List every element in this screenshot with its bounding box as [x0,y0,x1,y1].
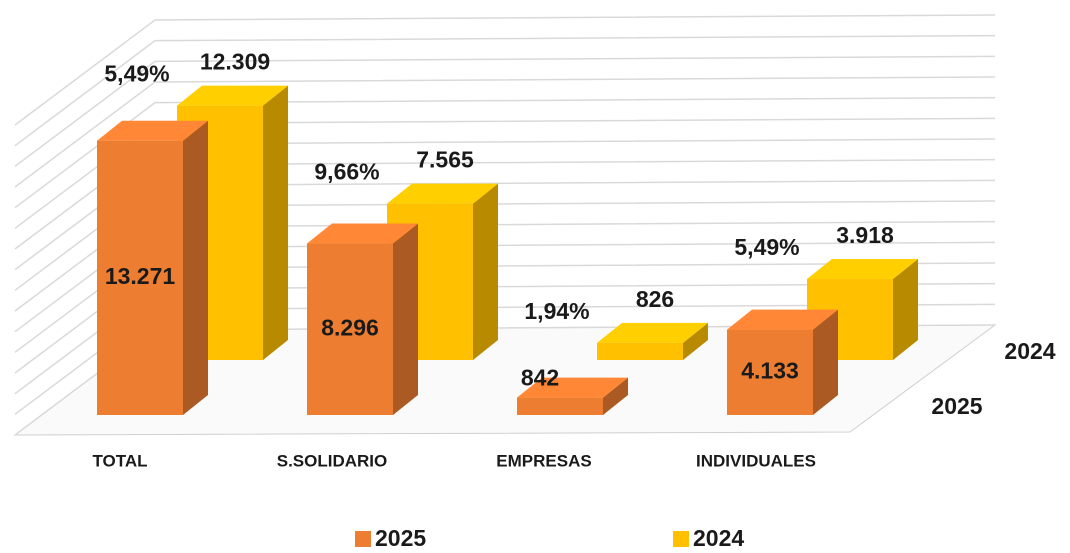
x-tick-label: TOTAL [92,451,147,470]
bar-top [517,377,628,398]
value-label: 13.271 [105,263,176,289]
value-label: 842 [521,365,559,391]
legend-swatch [355,531,371,547]
growth-label: 5,49% [104,61,169,87]
bar-side [263,85,288,360]
bar-side [893,259,918,360]
depth-label: 2024 [1004,338,1055,364]
bar-side [183,120,208,415]
bar-front [97,140,183,415]
bar-top [307,223,418,244]
bar-top [597,322,708,343]
bar-top [177,85,288,106]
growth-label: 9,66% [314,159,379,185]
legend-label: 2024 [693,525,744,551]
x-tick-label: EMPRESAS [496,451,591,470]
x-tick-label: INDIVIDUALES [696,451,816,470]
bar-front [517,397,603,415]
value-label: 826 [636,286,674,312]
bar [307,223,418,415]
value-label: 12.309 [200,49,270,75]
bar-front [307,243,393,415]
value-label: 8.296 [321,314,379,340]
grid-line [14,96,996,209]
bar [597,322,708,360]
bar-side [603,377,628,415]
grid-line [14,34,996,147]
bar-top [97,120,208,141]
bar [517,377,628,415]
bar-front [597,342,683,360]
depth-label: 2025 [931,393,982,419]
growth-label: 1,94% [524,298,589,324]
legend-label: 2025 [375,525,426,551]
value-label: 4.133 [741,357,799,383]
grid-line [14,14,996,126]
bar-top [727,309,838,330]
bar-side [473,183,498,360]
grid-line [14,76,996,188]
bar-side [813,309,838,415]
bar-top [387,183,498,204]
bar [97,120,208,415]
bar [727,309,838,415]
value-label: 7.565 [416,147,474,173]
bar-top [807,259,918,280]
bar-side [683,322,708,360]
bar-front [727,329,813,415]
growth-label: 5,49% [734,234,799,260]
grid-line [14,55,996,167]
x-tick-label: S.SOLIDARIO [277,451,388,470]
bar-side [393,223,418,415]
legend-swatch [673,531,689,547]
value-label: 3.918 [836,222,894,248]
